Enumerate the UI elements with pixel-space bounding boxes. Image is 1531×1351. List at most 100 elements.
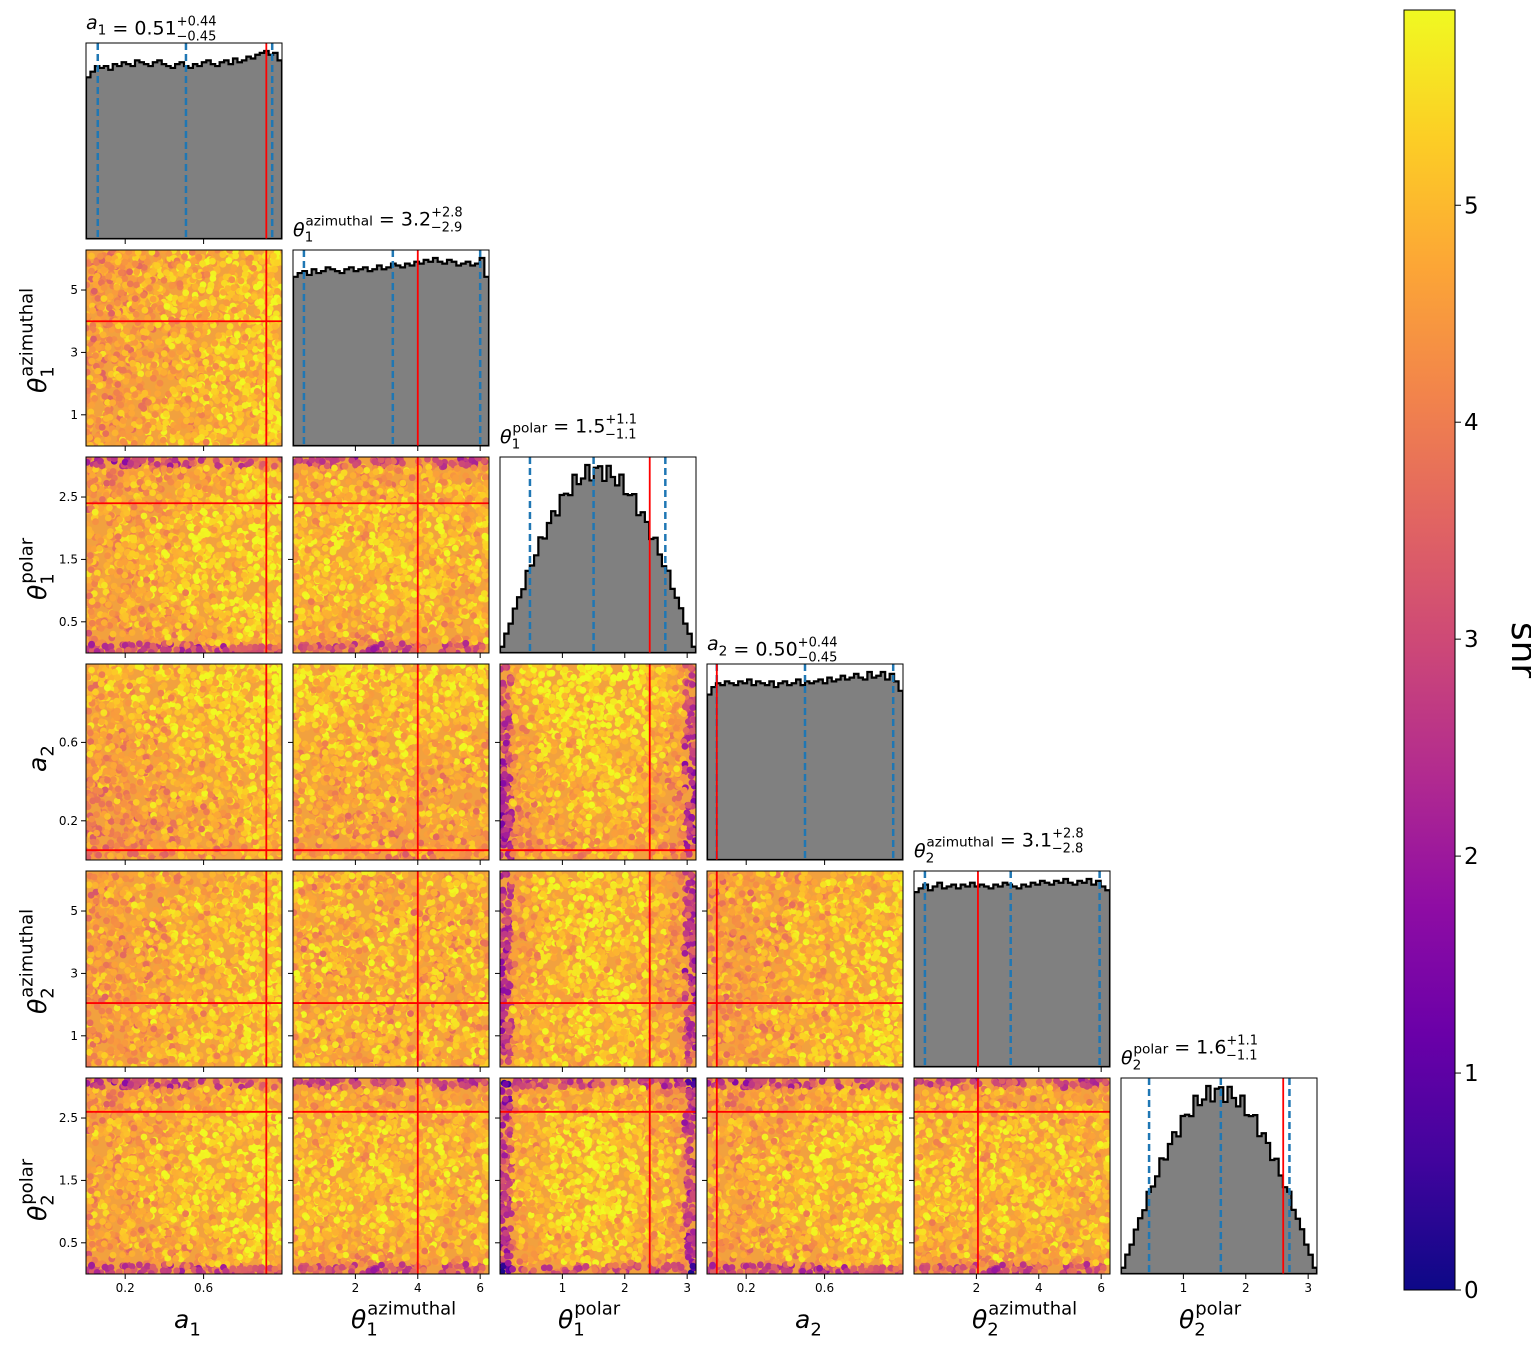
panel-frame-5-4 xyxy=(913,1077,1111,1275)
scatter-points-5-2 xyxy=(500,1078,696,1274)
y-tick-label-4-0: 1 xyxy=(70,1029,78,1043)
x-tick-label-5-0: 1 xyxy=(1180,1281,1188,1295)
x-tick-label-0-0: 0.2 xyxy=(116,1281,135,1295)
colorbar-ticks: 0 1 2 3 4 5 xyxy=(1455,193,1479,1304)
x-tick-label-0-1: 0.6 xyxy=(194,1281,213,1295)
colorbar-tick-label-2: 2 xyxy=(1464,844,1479,870)
y-tick-label-2-0: 0.5 xyxy=(59,615,78,629)
x-tick-label-5-2: 3 xyxy=(1304,1281,1312,1295)
panel-frame-3-1 xyxy=(292,663,490,861)
hist-panel-0: a1 = 0.51+0.44 −0.45 xyxy=(85,12,283,244)
colorbar-tick-label-3: 3 xyxy=(1464,627,1479,653)
panel-frame-1 xyxy=(292,249,490,447)
y-tick-label-5-2: 2.5 xyxy=(59,1111,78,1125)
scatter-panel-4-2 xyxy=(495,870,697,1072)
histogram-5 xyxy=(1121,1084,1317,1274)
colorbar-tick-label-0: 0 xyxy=(1464,1278,1479,1304)
scatter-panel-3-0: 0.2 0.6 xyxy=(59,663,283,865)
colorbar-label: snr xyxy=(1503,622,1531,679)
y-tick-label-2-2: 2.5 xyxy=(59,490,78,504)
x-tick-label-1-0: 2 xyxy=(352,1281,360,1295)
scatter-points-3-2 xyxy=(500,664,696,860)
x-tick-label-3-1: 0.6 xyxy=(815,1281,834,1295)
y-axis-label-group-2: θ1polar xyxy=(16,537,58,600)
y-tick-label-5-1: 1.5 xyxy=(59,1173,78,1187)
scatter-panel-5-0: 0.2 0.6 0.5 1.5 2.5 xyxy=(59,1077,283,1295)
colorbar-tick-label-1: 1 xyxy=(1464,1061,1479,1087)
y-tick-label-3-1: 0.6 xyxy=(59,735,78,749)
scatter-points-4-1 xyxy=(293,871,489,1067)
corner-panels: a1 = 0.51+0.44 −0.45 1 3 5 θ1azimuthal = 3.2+… xyxy=(16,12,1318,1341)
colorbar-tick-label-5: 5 xyxy=(1464,193,1479,219)
hist-panel-1: θ1azimuthal = 3.2+2.8 −2.9 xyxy=(292,206,490,451)
scatter-points-4-0 xyxy=(86,871,282,1067)
panel-frame-3 xyxy=(706,663,904,861)
x-tick-label-2-0: 1 xyxy=(559,1281,567,1295)
x-axis-label-2: θ1polar xyxy=(558,1298,621,1340)
y-tick-label-4-2: 5 xyxy=(70,904,78,918)
panel-frame-4-0 xyxy=(85,870,283,1068)
scatter-panel-3-2 xyxy=(495,663,697,865)
panel-frame-4-3 xyxy=(706,870,904,1068)
x-axis-label-3: a2 xyxy=(795,1305,822,1341)
colorbar: 0 1 2 3 4 5 snr xyxy=(1403,9,1531,1304)
x-axis-label-5: θ2polar xyxy=(1179,1298,1242,1340)
y-axis-label-1: θ1azimuthal xyxy=(16,288,58,393)
y-tick-label-1-1: 3 xyxy=(70,345,78,359)
panel-frame-4 xyxy=(913,870,1111,1068)
histogram-0 xyxy=(86,49,282,239)
x-tick-label-4-2: 6 xyxy=(1097,1281,1105,1295)
y-axis-label-2: θ1polar xyxy=(16,537,58,600)
histogram-1 xyxy=(293,256,489,446)
colorbar-tick-label-4: 4 xyxy=(1464,410,1479,436)
panel-frame-0 xyxy=(85,42,283,240)
hist-title-3: a2 = 0.50+0.44 −0.45 xyxy=(707,633,838,666)
panel-frame-3-2 xyxy=(499,663,697,861)
panel-frame-5-1 xyxy=(292,1077,490,1275)
y-tick-label-2-1: 1.5 xyxy=(59,552,78,566)
x-axis-label-1: θ1azimuthal xyxy=(351,1298,456,1340)
scatter-points-2-1 xyxy=(293,457,489,653)
panel-frame-5-0 xyxy=(85,1077,283,1275)
hist-title-2: θ1polar = 1.5+1.1 −1.1 xyxy=(500,413,637,453)
hist-title-0: a1 = 0.51+0.44 −0.45 xyxy=(86,12,217,45)
y-axis-label-group-3: a2 xyxy=(23,745,59,772)
scatter-panel-4-0: 1 3 5 xyxy=(70,870,283,1072)
hist-panel-5: θ2polar = 1.6+1.1 −1.1 1 2 3 xyxy=(1120,1034,1318,1295)
panel-frame-4-2 xyxy=(499,870,697,1068)
y-axis-label-5: θ2polar xyxy=(16,1158,58,1221)
x-axis-label-4: θ2azimuthal xyxy=(972,1298,1077,1340)
panel-frame-3-0 xyxy=(85,663,283,861)
y-axis-label-4: θ2azimuthal xyxy=(16,909,58,1014)
scatter-points-5-4 xyxy=(914,1078,1110,1274)
y-tick-label-1-0: 1 xyxy=(70,408,78,422)
scatter-panel-2-1 xyxy=(288,456,490,658)
x-tick-label-4-0: 2 xyxy=(973,1281,981,1295)
panel-frame-4-1 xyxy=(292,870,490,1068)
panel-frame-2-0 xyxy=(85,456,283,654)
x-tick-label-1-1: 4 xyxy=(414,1281,422,1295)
y-axis-label-group-5: θ2polar xyxy=(16,1158,58,1221)
y-axis-label-group-4: θ2azimuthal xyxy=(16,909,58,1014)
histogram-4 xyxy=(914,877,1110,1067)
panel-frame-2 xyxy=(499,456,697,654)
y-axis-label-group-1: θ1azimuthal xyxy=(16,288,58,393)
x-tick-label-5-1: 2 xyxy=(1242,1281,1250,1295)
x-tick-label-1-2: 6 xyxy=(476,1281,484,1295)
y-tick-label-1-2: 5 xyxy=(70,283,78,297)
scatter-panel-5-3: 0.2 0.6 xyxy=(702,1077,904,1295)
x-tick-label-2-2: 3 xyxy=(683,1281,691,1295)
panel-frame-1-0 xyxy=(85,249,283,447)
scatter-panel-4-3 xyxy=(702,870,904,1072)
x-tick-label-2-1: 2 xyxy=(621,1281,629,1295)
panel-frame-2-1 xyxy=(292,456,490,654)
x-axis-label-0: a1 xyxy=(174,1305,201,1341)
y-tick-label-3-0: 0.2 xyxy=(59,814,78,828)
hist-title-4: θ2azimuthal = 3.1+2.8 −2.8 xyxy=(914,827,1084,867)
y-tick-label-5-0: 0.5 xyxy=(59,1236,78,1250)
scatter-panel-2-0: 0.5 1.5 2.5 xyxy=(59,456,283,658)
scatter-points-5-3 xyxy=(707,1078,903,1274)
hist-panel-4: θ2azimuthal = 3.1+2.8 −2.8 xyxy=(913,827,1111,1072)
y-axis-label-3: a2 xyxy=(23,745,59,772)
